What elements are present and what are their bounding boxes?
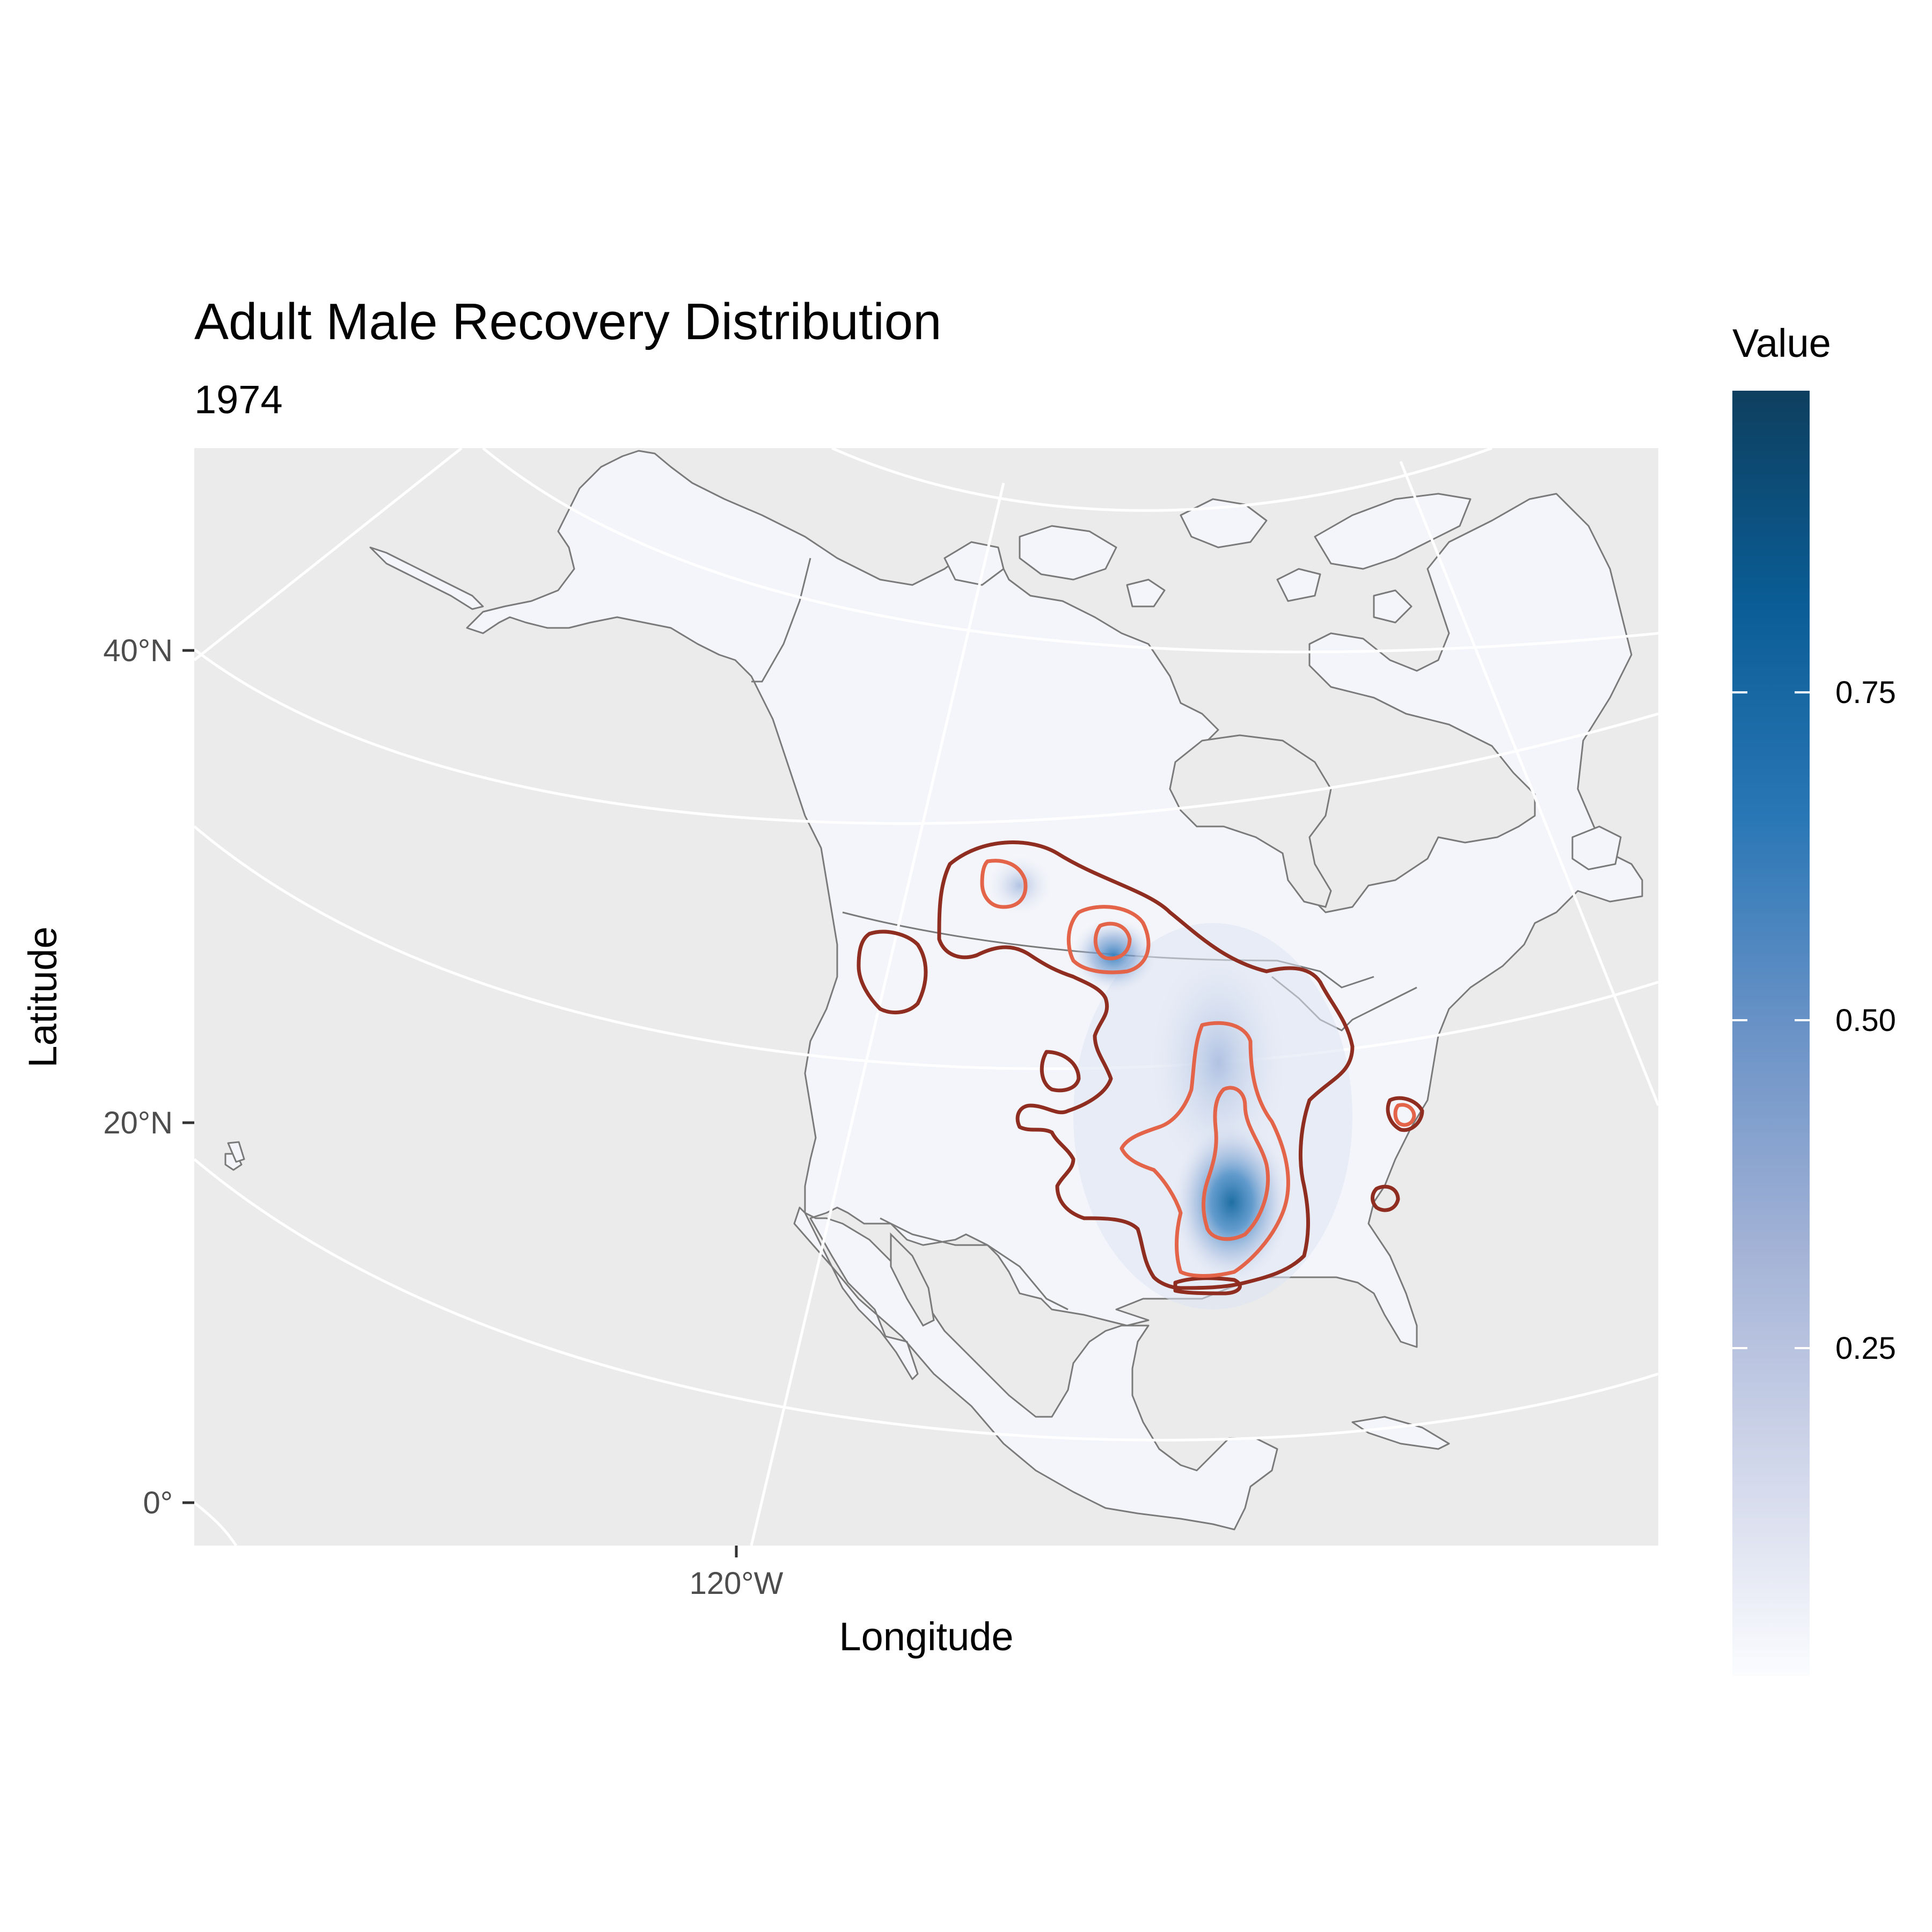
contour-outer xyxy=(1173,1276,1242,1296)
north-america-landmass xyxy=(466,450,1643,1531)
arctic-island-victoria xyxy=(1019,525,1117,581)
x-axis-title: Longitude xyxy=(839,1614,1013,1659)
legend-tick-label: 0.50 xyxy=(1835,1003,1896,1038)
legend-colorbar xyxy=(1732,391,1810,1676)
legend: Value 0.75 0.50 0.25 xyxy=(1732,321,1896,1676)
contour-outer xyxy=(857,930,928,1015)
density-peak-northwest xyxy=(987,856,1052,915)
us-mexico-border xyxy=(880,1217,1069,1311)
contour-outer xyxy=(937,840,1355,1290)
cuba-island xyxy=(1351,1416,1450,1450)
arctic-island-small-1 xyxy=(1276,568,1321,602)
arctic-island-small-3 xyxy=(1373,589,1413,624)
y-axis-tick-label: 40°N xyxy=(103,633,173,668)
contour-inner xyxy=(1066,905,1151,975)
meridian-line xyxy=(750,482,1005,1546)
land-layer xyxy=(224,450,1643,1531)
parallel-line xyxy=(194,1158,1658,1441)
parallel-line xyxy=(194,648,1658,825)
contour-inner xyxy=(1119,1021,1290,1278)
map-panel xyxy=(194,448,1658,1546)
y-axis: 40°N 20°N 0° Latitude xyxy=(20,633,194,1520)
legend-tick-label: 0.25 xyxy=(1835,1331,1896,1366)
contour-outer xyxy=(1040,1050,1081,1093)
parallel-line xyxy=(831,448,1492,512)
contour-outer xyxy=(1371,1184,1400,1212)
alaska-canada-border xyxy=(751,558,811,683)
graticule-layer xyxy=(194,448,1658,1546)
legend-title: Value xyxy=(1732,321,1831,365)
parallel-line xyxy=(194,1502,238,1546)
contour-inner xyxy=(1393,1103,1416,1127)
density-peak-north xyxy=(1071,918,1157,993)
newfoundland-island xyxy=(1571,825,1622,870)
meridian-line xyxy=(1399,461,1658,1106)
arctic-island-baffin xyxy=(1314,493,1472,570)
density-peak-south xyxy=(1173,1122,1291,1283)
meridian-line xyxy=(194,448,463,661)
chart-title: Adult Male Recovery Distribution xyxy=(194,293,942,350)
legend-ticks: 0.75 0.50 0.25 xyxy=(1732,675,1896,1366)
parallel-line xyxy=(482,448,1658,654)
arctic-island-small-2 xyxy=(1126,579,1166,608)
arctic-island-ellesmere xyxy=(1180,498,1268,548)
arctic-island-banks xyxy=(943,541,1005,586)
x-axis-tick-label: 120°W xyxy=(690,1566,784,1601)
contour-layer xyxy=(857,840,1424,1296)
x-axis: 120°W Longitude xyxy=(690,1546,1014,1659)
gulf-of-california xyxy=(890,1232,935,1327)
hawaii-island-main xyxy=(227,1141,245,1163)
legend-tick-label: 0.75 xyxy=(1835,675,1896,710)
contour-inner xyxy=(1202,1086,1270,1241)
contour-outer xyxy=(1386,1096,1424,1132)
density-layer xyxy=(987,856,1352,1309)
contour-inner xyxy=(1093,921,1132,961)
parallel-line xyxy=(194,825,1658,1070)
y-axis-tick-label: 20°N xyxy=(103,1106,173,1140)
hudson-bay xyxy=(1169,734,1332,908)
aleutian-islands xyxy=(369,546,484,610)
y-axis-tick-label: 0° xyxy=(143,1485,173,1520)
contour-inner xyxy=(980,859,1028,909)
density-peak-mid xyxy=(1148,945,1288,1181)
chart-subtitle: 1974 xyxy=(194,377,283,422)
y-axis-title: Latitude xyxy=(20,926,65,1067)
